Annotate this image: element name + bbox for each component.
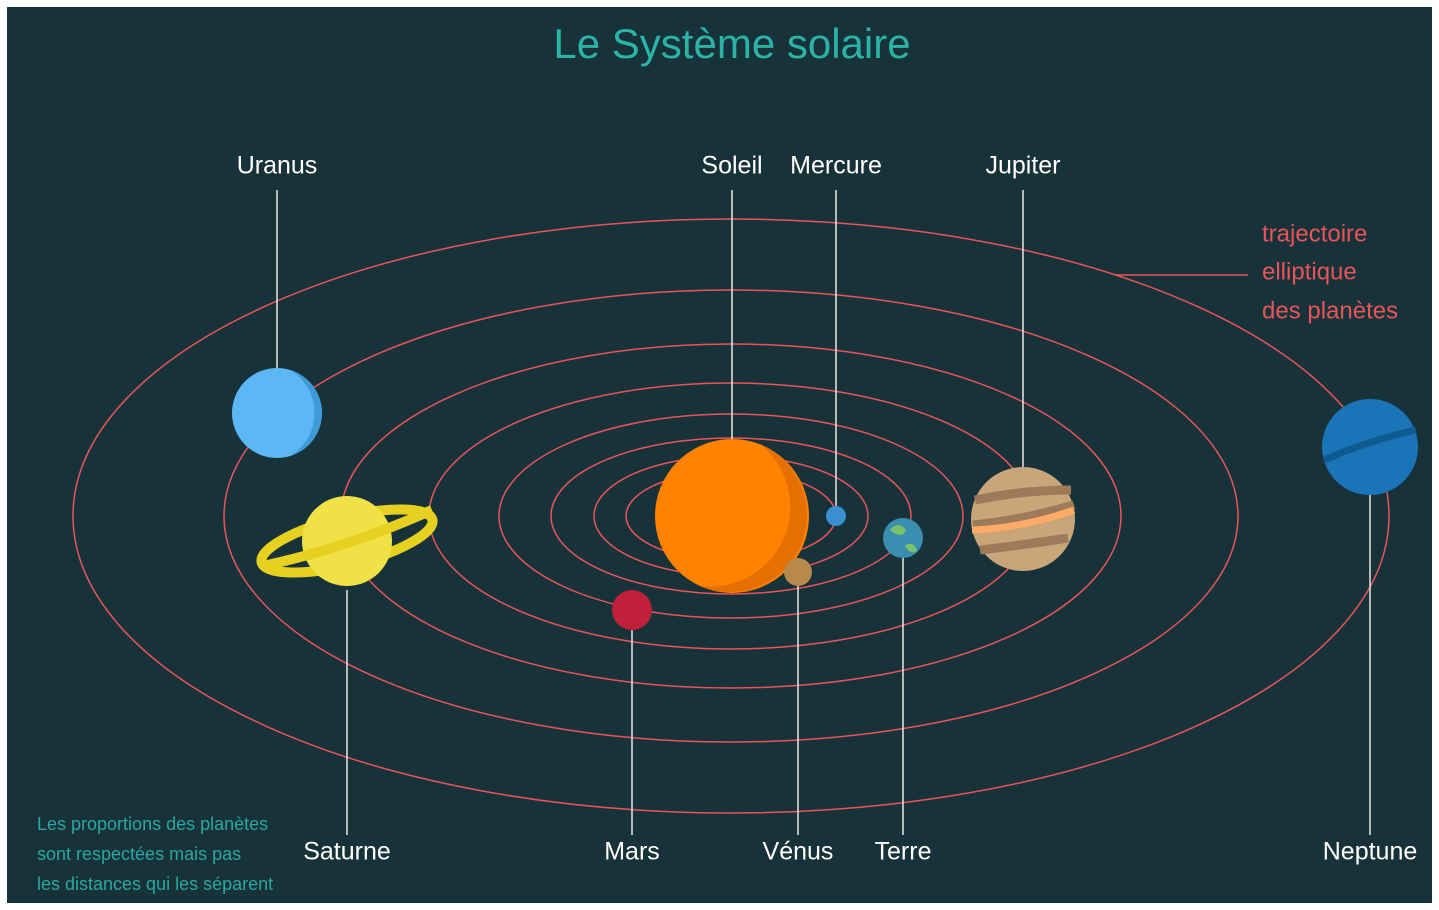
earth — [883, 518, 923, 558]
annotation-line: elliptique — [1262, 258, 1357, 285]
annotation-line: trajectoire — [1262, 220, 1367, 247]
planet-label: Mars — [604, 838, 660, 866]
planet-label: Terre — [875, 838, 932, 866]
planet-label: Jupiter — [985, 152, 1060, 180]
page: Le Système solaire — [0, 0, 1439, 910]
footnote-line: les distances qui les séparent — [37, 874, 273, 894]
planet-label: Vénus — [763, 838, 834, 866]
planet-label: Uranus — [237, 152, 318, 180]
planet-label: Neptune — [1323, 838, 1418, 866]
venus — [784, 558, 812, 586]
title: Le Système solaire — [553, 20, 910, 67]
planet-label: Mercure — [790, 152, 882, 180]
footnote: Les proportions des planètes sont respec… — [37, 814, 273, 894]
mars — [612, 590, 652, 630]
annotation-line: des planètes — [1262, 297, 1398, 324]
planet-label: Saturne — [303, 838, 391, 866]
footnote-line: sont respectées mais pas — [37, 844, 241, 864]
diagram: Le Système solaire — [0, 0, 1439, 910]
footnote-line: Les proportions des planètes — [37, 814, 268, 834]
planet-label: Soleil — [701, 152, 762, 180]
mercury — [826, 506, 846, 526]
neptune — [1322, 399, 1418, 495]
